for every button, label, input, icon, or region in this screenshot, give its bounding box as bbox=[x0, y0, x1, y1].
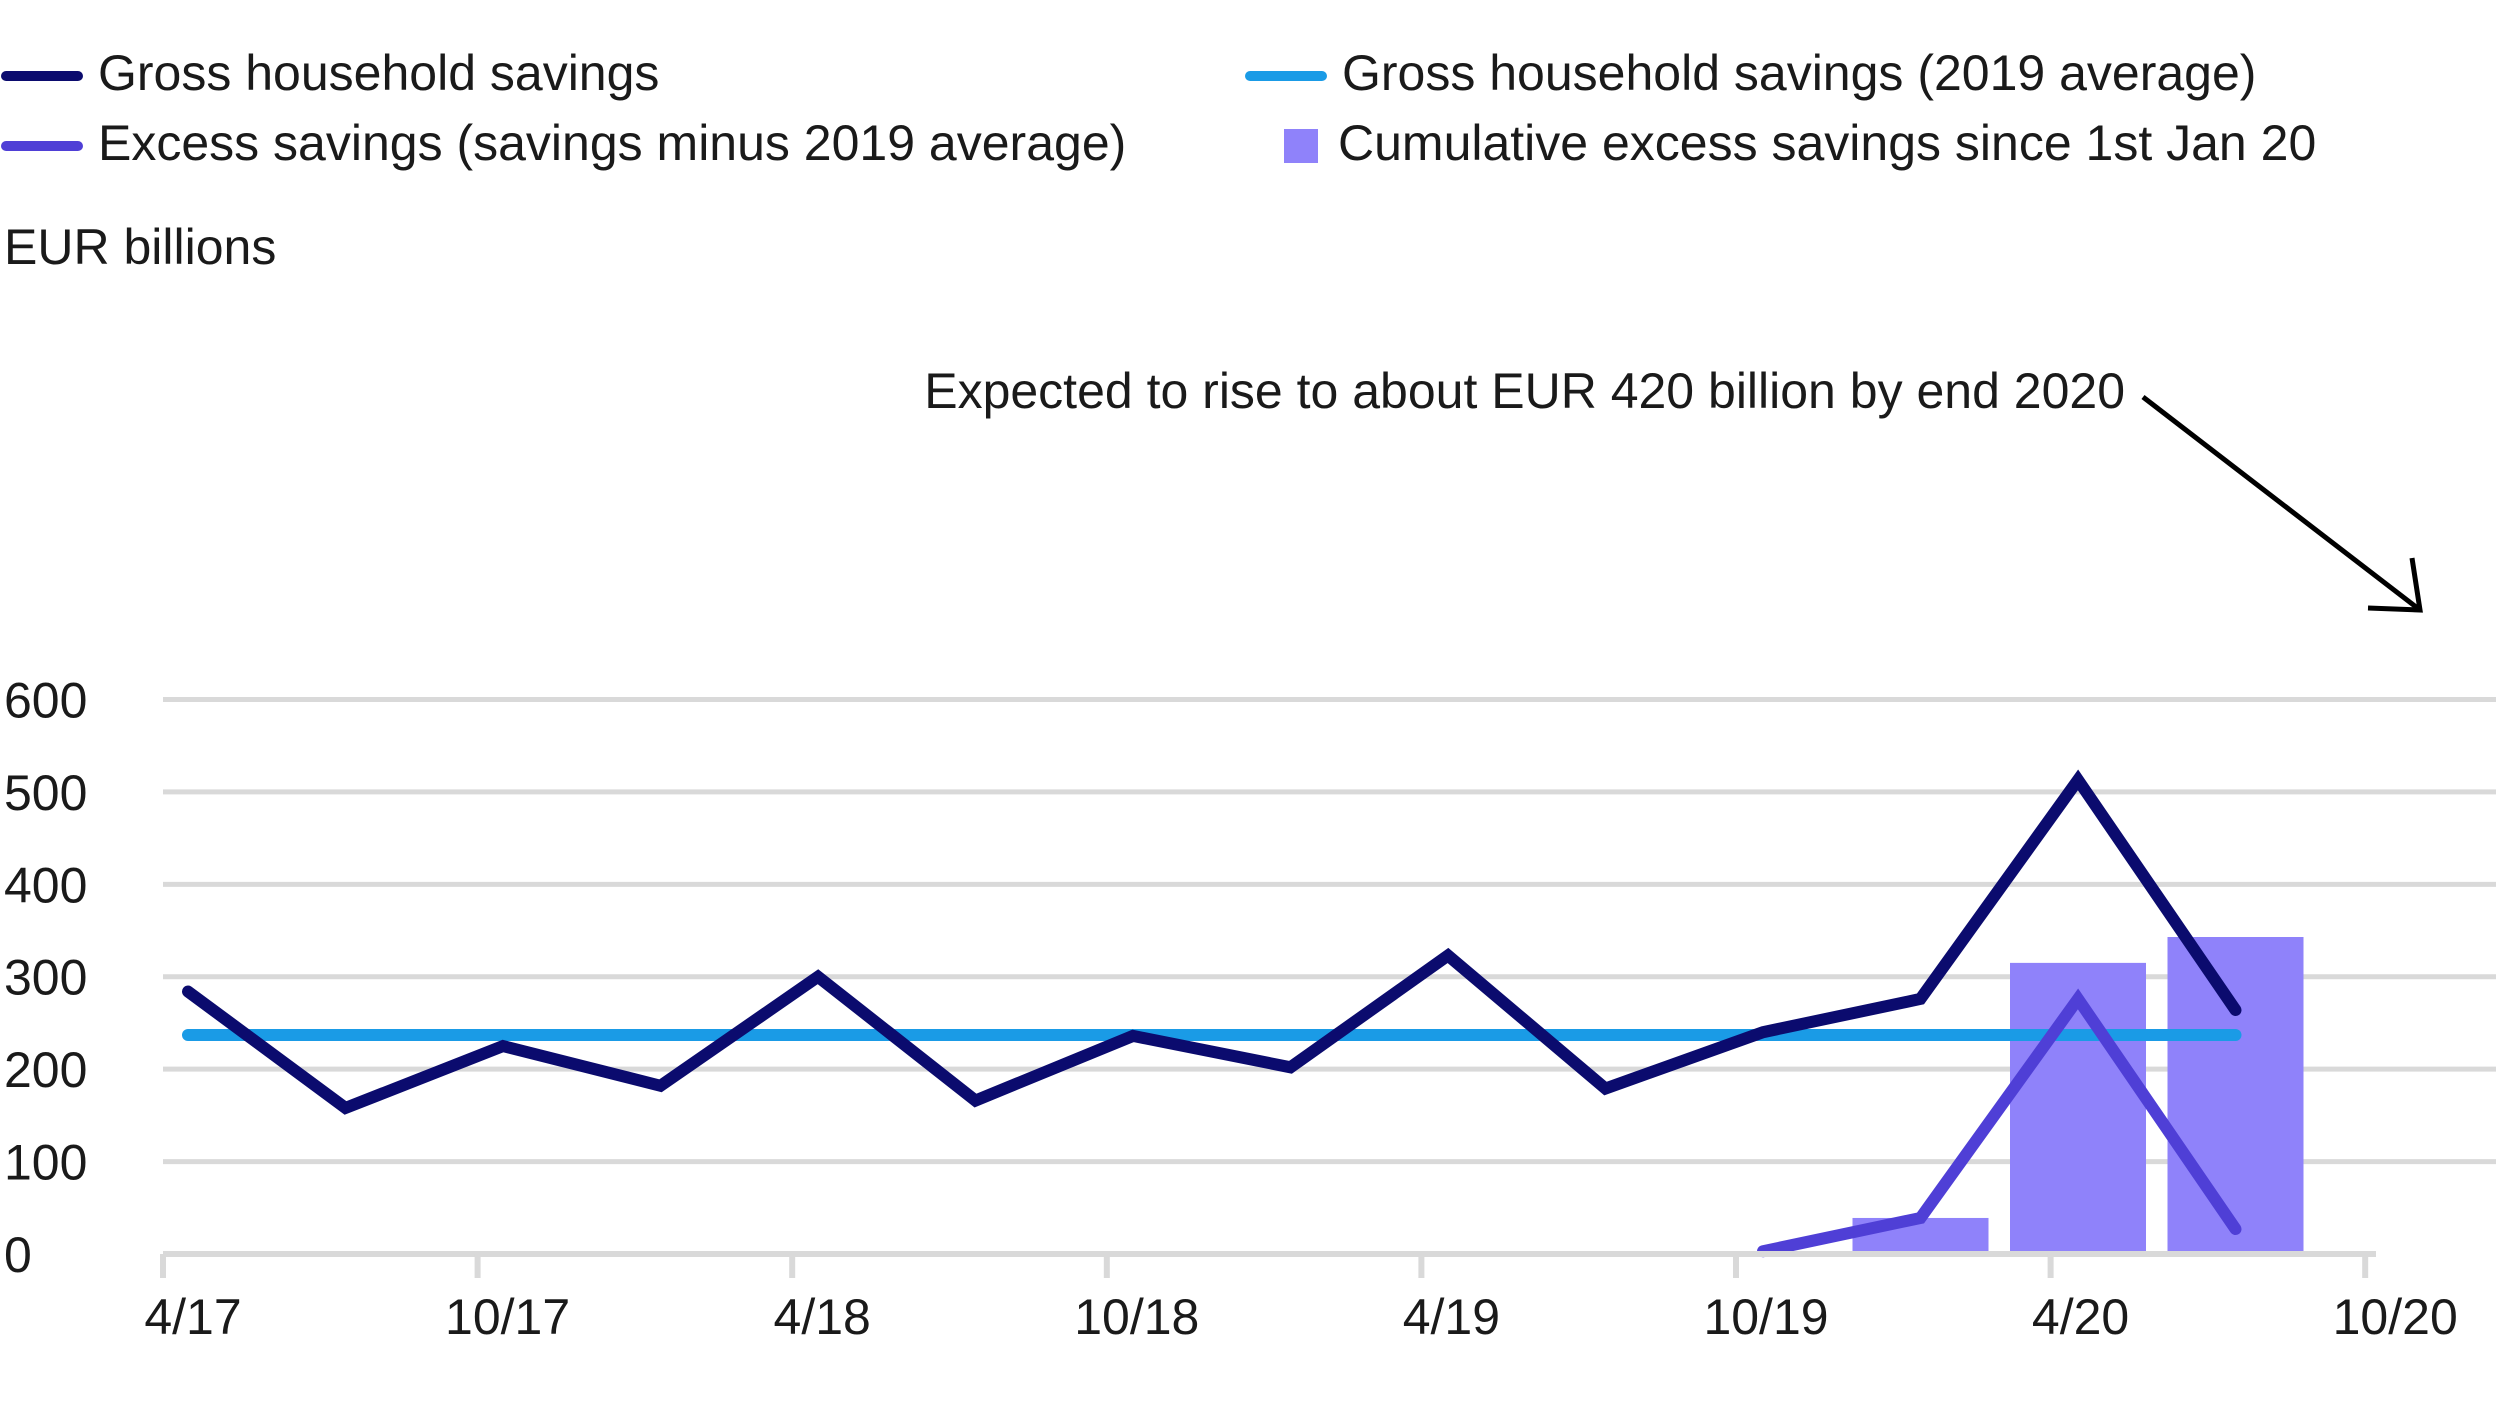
y-axis-tick-labels: 0 100 200 300 400 500 600 bbox=[4, 672, 87, 1283]
cumulative-bar-2 bbox=[2167, 936, 2304, 1254]
cumulative-excess-bars bbox=[1852, 936, 2304, 1254]
x-tick-label-2: 4/18 bbox=[774, 1289, 871, 1345]
legend: Gross household savings Gross household … bbox=[1, 45, 2316, 171]
annotation-arrow-head bbox=[2367, 557, 2423, 613]
cumulative-bar-1 bbox=[2010, 962, 2146, 1254]
x-axis: 4/17 10/17 4/18 10/18 4/19 10/19 4/20 10/20 bbox=[144, 1251, 2458, 1345]
annotation-arrow-shaft bbox=[2141, 395, 2422, 612]
gridlines bbox=[163, 696, 2496, 1165]
x-tick-label-0: 4/17 bbox=[144, 1289, 241, 1345]
legend-label-2019-average: Gross household savings (2019 average) bbox=[1342, 45, 2256, 101]
y-tick-label-200: 200 bbox=[4, 1042, 87, 1098]
y-tick-label-300: 300 bbox=[4, 950, 87, 1006]
annotation-text: Expected to rise to about EUR 420 billio… bbox=[924, 363, 2125, 419]
legend-item-2019-average[interactable]: Gross household savings (2019 average) bbox=[1245, 45, 2256, 101]
y-tick-label-0: 0 bbox=[4, 1227, 32, 1283]
x-tick-label-1: 10/17 bbox=[445, 1289, 570, 1345]
legend-label-excess-savings: Excess savings (savings minus 2019 avera… bbox=[98, 115, 1126, 171]
y-tick-label-600: 600 bbox=[4, 672, 87, 728]
x-tick-label-7: 10/20 bbox=[2333, 1289, 2458, 1345]
x-tick-label-4: 4/19 bbox=[1403, 1289, 1500, 1345]
legend-item-cumulative[interactable]: Cumulative excess savings since 1st Jan … bbox=[1284, 115, 2316, 171]
annotation: Expected to rise to about EUR 420 billio… bbox=[924, 363, 2423, 613]
legend-swatch-cumulative bbox=[1284, 129, 1318, 163]
legend-label-cumulative: Cumulative excess savings since 1st Jan … bbox=[1338, 115, 2316, 171]
x-tick-label-3: 10/18 bbox=[1074, 1289, 1199, 1345]
legend-item-gross-savings[interactable]: Gross household savings bbox=[1, 45, 659, 101]
x-tick-label-6: 4/20 bbox=[2032, 1289, 2129, 1345]
y-tick-label-100: 100 bbox=[4, 1135, 87, 1191]
series-line-excess-savings-savings-minus-2019-average bbox=[1757, 988, 2242, 1258]
y-tick-label-400: 400 bbox=[4, 857, 87, 913]
y-tick-label-500: 500 bbox=[4, 765, 87, 821]
legend-label-gross-savings: Gross household savings bbox=[98, 45, 659, 101]
series-lines bbox=[182, 769, 2242, 1258]
series-line-gross-household-savings bbox=[182, 769, 2242, 1115]
y-axis-unit-label: EUR billions bbox=[4, 219, 276, 275]
x-tick-label-5: 10/19 bbox=[1703, 1289, 1828, 1345]
legend-item-excess-savings[interactable]: Excess savings (savings minus 2019 avera… bbox=[1, 115, 1126, 171]
